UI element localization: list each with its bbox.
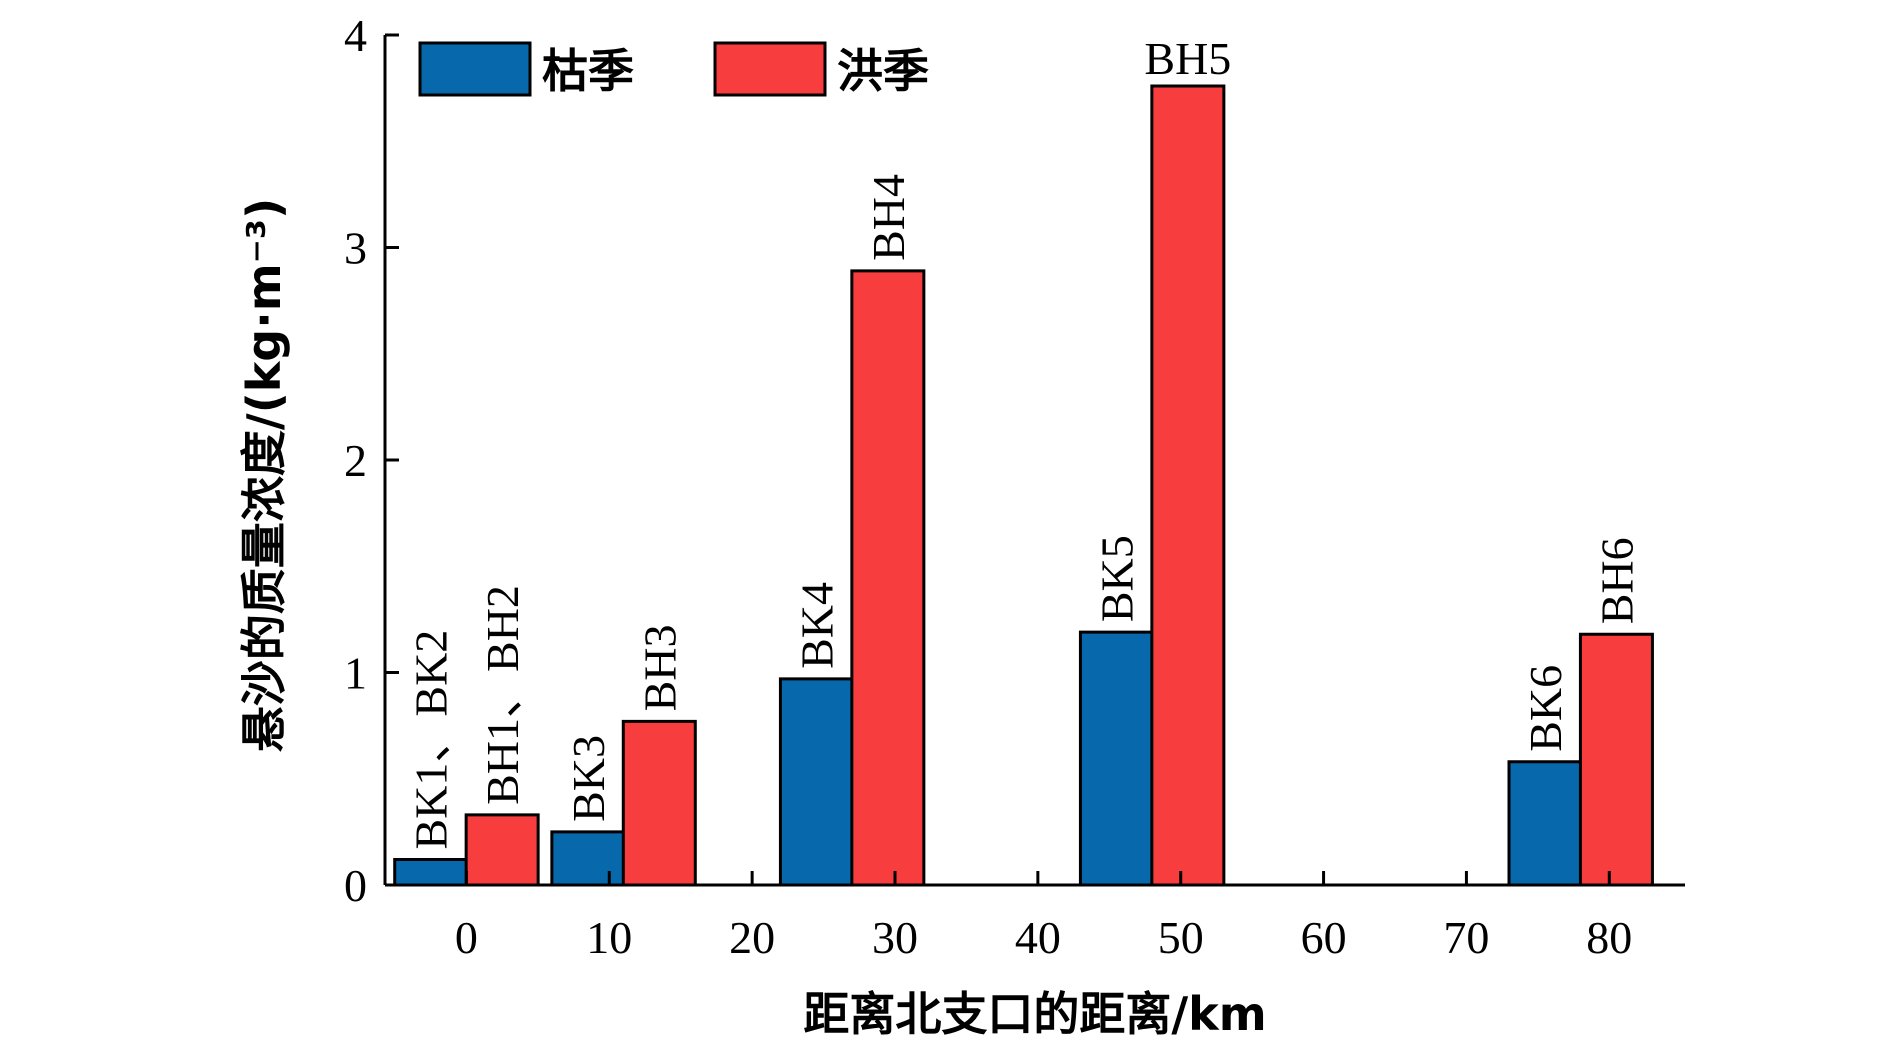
x-tick-label: 80 [1586,912,1632,963]
y-axis-title: 悬沙的质量浓度/(kg·m⁻³) [237,198,291,752]
dry-season-bar [1078,630,1154,887]
bar-label: BH5 [1144,33,1231,84]
flood-season-bar [850,269,926,887]
x-tick-label: 40 [1015,912,1061,963]
bar-label: BK4 [791,582,842,669]
bar-label: BK6 [1520,665,1571,752]
legend-label: 枯季 [542,44,634,98]
flood-season-bar [1578,632,1654,887]
x-tick-label: 60 [1301,912,1347,963]
dry-season-bar [778,677,854,887]
x-axis-title: 距离北支口的距离/km [803,987,1266,1041]
bar-label: BK5 [1091,535,1142,622]
y-ticks-layer: 0 1 2 3 4 [344,10,399,911]
bar-labels-layer: BK1、BK2 BK3 BK4 BK5 BK6 BH1、BH2 BH3 BH4 BH5 BH6 [406,33,1643,850]
y-tick-label: 2 [344,435,367,486]
flood-season-bar [1150,84,1226,887]
dry-season-bar [1507,760,1583,887]
x-tick-label: 50 [1158,912,1204,963]
bar-label: BH3 [634,624,685,711]
bar-label: BK1、BK2 [406,630,457,850]
bar-label: BH6 [1591,537,1642,624]
x-tick-label: 20 [729,912,775,963]
flood-season-bar [621,719,697,887]
dry-season-bar [393,858,469,887]
x-tick-label: 10 [586,912,632,963]
dry-season-bar [550,830,626,887]
y-tick-label: 1 [344,648,367,699]
legend: 枯季 洪季 [418,41,929,98]
y-tick-label: 4 [344,10,367,61]
legend-swatch [713,41,827,97]
y-tick-label: 3 [344,223,367,274]
bar-label: BH1、BH2 [477,585,528,805]
x-ticks-layer: 0 10 20 30 40 50 60 70 80 [455,871,1632,963]
x-tick-label: 0 [455,912,478,963]
bar-label: BK3 [563,735,614,822]
legend-label: 洪季 [837,44,929,98]
bar-label: BH4 [863,174,914,261]
y-tick-label: 0 [344,860,367,911]
legend-swatch [418,41,532,97]
x-tick-label: 30 [872,912,918,963]
flood-season-bar [464,813,540,887]
x-tick-label: 70 [1443,912,1489,963]
